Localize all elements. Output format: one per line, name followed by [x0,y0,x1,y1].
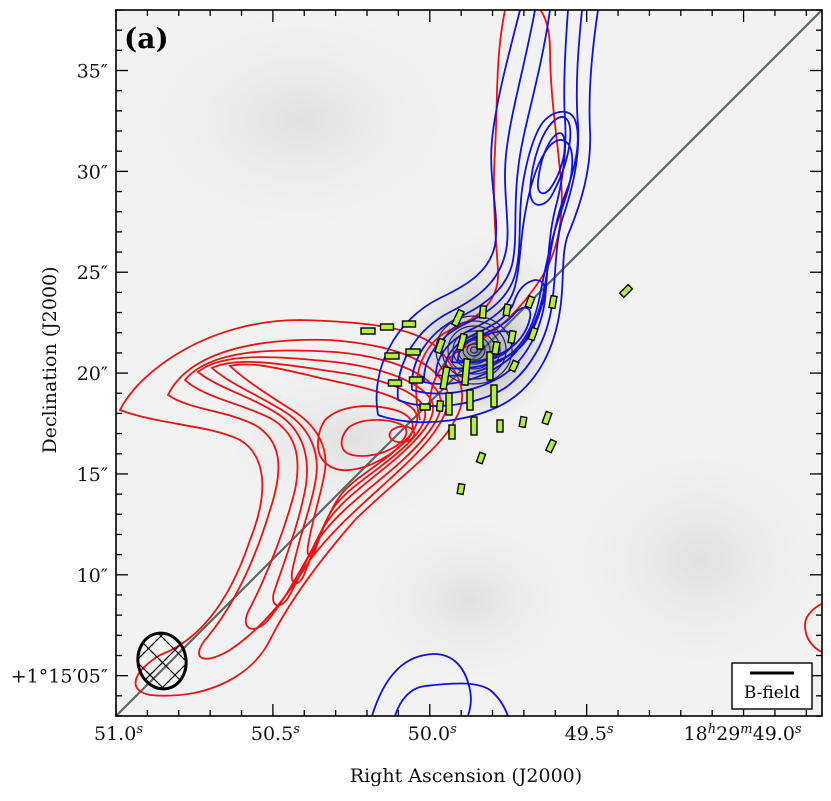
red-contour-10 [415,10,506,421]
b-field-vector [475,451,487,465]
b-field-vector [419,403,431,411]
continuum-core [398,280,558,424]
blue-contour-6 [444,279,546,370]
b-field-vector [518,415,528,429]
y-tick-label: 25″ [77,262,108,284]
y-ticks [116,9,822,717]
b-field-vector [405,348,421,356]
blue-contour-12 [394,682,509,716]
b-field-vector [502,303,512,317]
b-field-vector [450,308,466,328]
b-field-vector [387,379,403,387]
x-tick-label: 50.0s [408,722,457,745]
legend: B-field [731,662,813,710]
legend-box [731,662,813,710]
legend-label: B-field [744,683,800,703]
b-field-vector [456,332,468,352]
blue-contour-11 [371,653,472,716]
b-field-vector [478,305,488,319]
x-tick-label: 18h29m49.0s [684,722,802,745]
b-field-vector [461,358,471,386]
y-tick-labels: 35″ 30″ 25″ 20″ 15″ 10″ +1°15′05″ [11,61,108,688]
red-contour-8 [340,419,408,457]
red-contour-edge [804,602,822,653]
b-field-vector [408,376,424,384]
b-field-vector [445,392,453,416]
b-field-vector [508,359,520,373]
b-field-vector [435,399,445,413]
y-axis-title: Declination (J2000) [39,266,61,453]
b-field-vector [491,340,501,356]
blue-contours [371,10,599,716]
blue-contour-5 [435,139,574,377]
y-tick-label: +1°15′05″ [11,666,108,688]
b-field-vector [360,327,376,335]
blue-contour-3 [411,10,569,395]
y-tick-label: 10″ [77,565,108,587]
blue-contour-1 [375,10,599,424]
b-field-vector [379,323,395,331]
blue-contour-4 [423,110,579,385]
b-field-vector [548,294,558,310]
b-field-vector [490,384,498,408]
y-tick-label: 15″ [77,464,108,486]
b-field-vector [448,424,456,440]
x-tick-label: 51.0s [94,722,143,745]
b-field-vector [439,365,451,391]
b-field-vectors [360,283,634,496]
b-field-vector [527,326,539,342]
y-tick-label: 35″ [77,61,108,83]
blue-contour-10 [537,132,566,195]
plot-frame [115,9,823,717]
y-tick-label: 20″ [77,363,108,385]
b-field-vector [476,330,484,350]
red-contour-9 [388,425,416,444]
panel-label: (a) [124,22,169,55]
b-field-vector [541,410,553,426]
b-field-vector [486,351,494,381]
b-field-vector [456,482,466,496]
b-field-vector [544,438,558,454]
b-field-vector [466,389,474,411]
x-tick-label: 50.5s [251,722,300,745]
b-field-vector [401,320,417,328]
red-contour-7 [317,405,414,472]
blue-contour-9 [529,116,572,206]
b-field-vector [496,419,504,433]
b-field-vector [433,337,447,355]
x-tick-label: 49.5s [565,722,614,745]
x-ticks [115,10,807,716]
x-axis-title: Right Ascension (J2000) [350,765,582,787]
y-tick-label: 30″ [77,161,108,183]
b-field-vector [507,329,517,345]
red-contour-4 [196,356,435,607]
x-tick-labels: 51.0s 50.5s 50.0s 49.5s 18h29m49.0s [94,722,802,745]
b-field-vector [384,352,400,360]
b-field-vector [618,283,634,299]
b-field-vector [470,416,478,436]
b-field-vector [524,294,536,310]
